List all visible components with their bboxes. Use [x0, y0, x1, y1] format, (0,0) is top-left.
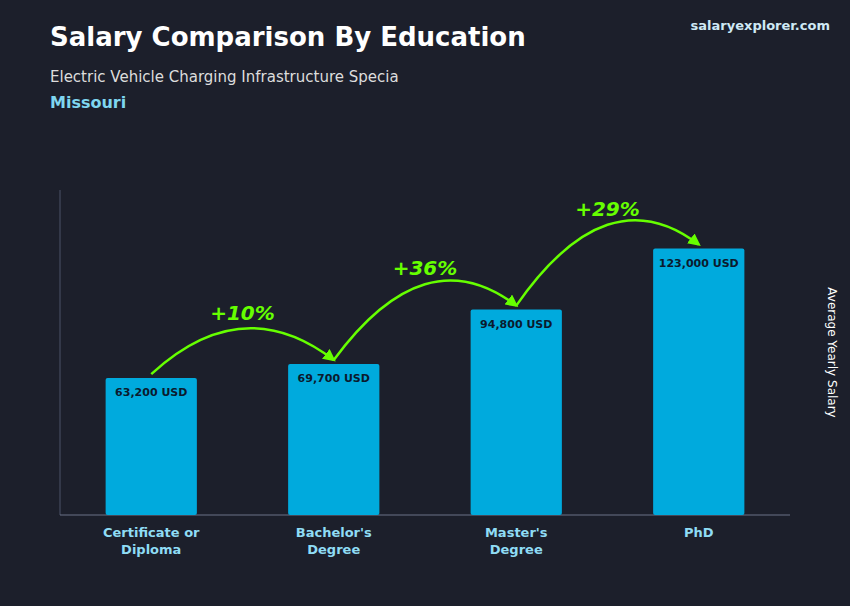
x-tick-label-line: PhD	[684, 525, 714, 540]
bar	[471, 310, 562, 515]
bar	[288, 364, 379, 515]
annotation-arrow	[516, 220, 699, 305]
data-label: 123,000 USD	[659, 257, 739, 270]
bar	[106, 378, 197, 515]
subtitle: Electric Vehicle Charging Infrastructure…	[50, 68, 399, 86]
x-tick-label-line: Certificate or	[103, 525, 200, 540]
chart: Salary Comparison By Education Electric V…	[0, 0, 850, 606]
y-axis-label: Average Yearly Salary	[825, 287, 839, 417]
bar	[653, 249, 744, 516]
data-label: 63,200 USD	[115, 386, 187, 399]
annotation-arrow	[151, 328, 334, 374]
subtitle: Missouri	[50, 93, 126, 112]
annotation: +10%	[210, 301, 275, 325]
bars	[106, 249, 745, 516]
source: salaryexplorer.com	[691, 18, 830, 33]
data-label: 94,800 USD	[480, 318, 552, 331]
x-tick-label-line: Degree	[490, 542, 543, 557]
x-tick-label-line: Diploma	[121, 542, 181, 557]
page: {"chart_data": { "type": "bar", "title":…	[0, 0, 850, 606]
x-tick-label: Bachelor's Degree	[296, 525, 372, 557]
x-tick-label-line: Master's	[485, 525, 548, 540]
x-tick-label-line: Degree	[307, 542, 360, 557]
title: Salary Comparison By Education	[50, 22, 526, 52]
x-tick-label-line: Bachelor's	[296, 525, 372, 540]
x-tick-label: Certificate or Diploma	[103, 525, 200, 557]
y-axis-line	[60, 190, 61, 515]
annotation: +29%	[575, 197, 640, 221]
data-label: 69,700 USD	[298, 372, 370, 385]
x-tick-label: Master's Degree	[485, 525, 548, 557]
x-tick-label: PhD	[684, 525, 714, 540]
annotation: +36%	[393, 256, 458, 280]
annotation-arrow	[334, 280, 517, 360]
